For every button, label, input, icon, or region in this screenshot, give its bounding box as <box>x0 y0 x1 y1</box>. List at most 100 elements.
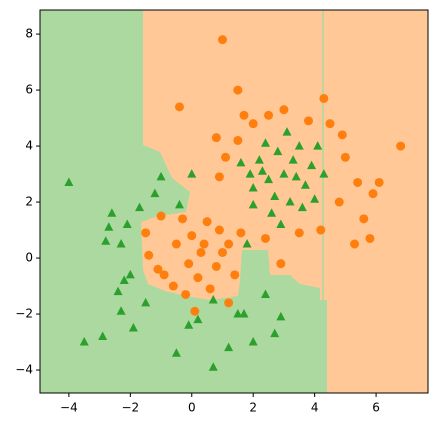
point <box>325 119 335 129</box>
point <box>187 169 197 178</box>
point <box>171 348 181 357</box>
point <box>307 160 317 170</box>
point <box>396 141 406 151</box>
point <box>310 194 320 203</box>
y-tick-label: 8 <box>25 27 33 41</box>
y-tick-label: 6 <box>25 83 33 97</box>
point <box>211 261 221 271</box>
point <box>264 110 274 120</box>
point <box>248 199 258 209</box>
point <box>171 239 181 249</box>
point <box>214 172 224 182</box>
point <box>245 169 255 178</box>
point <box>168 281 178 291</box>
point <box>208 295 218 304</box>
point <box>128 323 138 332</box>
point <box>260 138 270 147</box>
x-tick-label: 0 <box>188 401 196 415</box>
point <box>193 273 203 283</box>
point <box>217 35 227 45</box>
point <box>181 289 191 299</box>
point <box>214 225 224 235</box>
point <box>107 208 117 217</box>
point <box>199 239 209 249</box>
point <box>141 297 151 307</box>
point <box>239 110 249 120</box>
point <box>221 152 231 162</box>
point <box>276 219 286 228</box>
point <box>319 169 329 178</box>
point <box>125 269 135 279</box>
point <box>174 199 184 209</box>
y-tick-label: −2 <box>15 307 33 321</box>
point <box>368 189 378 199</box>
point <box>297 202 307 212</box>
point <box>288 155 298 164</box>
x-tick-label: 2 <box>249 401 257 415</box>
point <box>153 264 163 274</box>
point <box>224 239 234 249</box>
point <box>233 309 243 318</box>
point <box>193 314 203 324</box>
point <box>144 250 154 260</box>
point <box>257 166 267 175</box>
point <box>98 331 108 340</box>
point <box>365 233 375 243</box>
point <box>233 135 243 145</box>
point <box>150 188 160 198</box>
point <box>285 197 295 206</box>
point <box>236 228 246 238</box>
point <box>211 133 221 143</box>
point <box>159 270 169 280</box>
point <box>230 270 240 280</box>
marks <box>64 35 406 371</box>
point <box>236 157 246 167</box>
y-tick-label: −4 <box>15 363 33 377</box>
point <box>350 239 360 249</box>
point <box>303 116 313 126</box>
point <box>294 228 304 238</box>
point <box>273 146 283 156</box>
point <box>101 236 111 245</box>
point <box>267 208 277 217</box>
point <box>313 141 323 150</box>
point <box>316 225 326 235</box>
point <box>205 284 215 294</box>
point <box>141 228 151 238</box>
point <box>374 177 384 187</box>
x-tick-label: 4 <box>311 401 319 415</box>
point <box>260 233 270 243</box>
point <box>264 174 274 184</box>
y-tick-label: 2 <box>25 195 33 209</box>
point <box>196 247 206 257</box>
point <box>279 105 289 115</box>
point <box>294 141 304 150</box>
point <box>104 222 114 231</box>
point <box>202 217 212 227</box>
point <box>116 306 126 315</box>
point <box>156 211 166 221</box>
point <box>64 177 74 186</box>
point <box>122 219 132 228</box>
point <box>239 309 249 318</box>
axes-frame <box>39 9 429 394</box>
point <box>113 286 123 296</box>
point <box>242 239 252 248</box>
point <box>254 155 264 164</box>
point <box>208 362 218 371</box>
point <box>319 93 329 103</box>
point <box>248 119 258 129</box>
point <box>233 85 243 95</box>
point <box>337 130 347 140</box>
x-tick-label: −2 <box>121 401 139 415</box>
point <box>359 214 369 224</box>
y-tick-label: 4 <box>25 139 33 153</box>
y-tick-label: 0 <box>25 251 33 265</box>
point <box>184 320 194 329</box>
x-tick-label: −4 <box>60 401 78 415</box>
point <box>282 127 292 136</box>
point <box>178 214 188 224</box>
point <box>334 197 344 207</box>
